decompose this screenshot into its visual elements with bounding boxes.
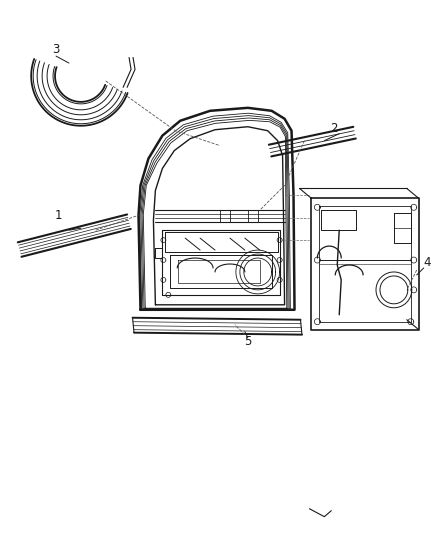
- Text: 3: 3: [53, 43, 60, 55]
- Text: 5: 5: [244, 335, 251, 348]
- Text: 4: 4: [423, 255, 431, 269]
- Text: 1: 1: [54, 209, 62, 222]
- Text: 2: 2: [331, 122, 338, 135]
